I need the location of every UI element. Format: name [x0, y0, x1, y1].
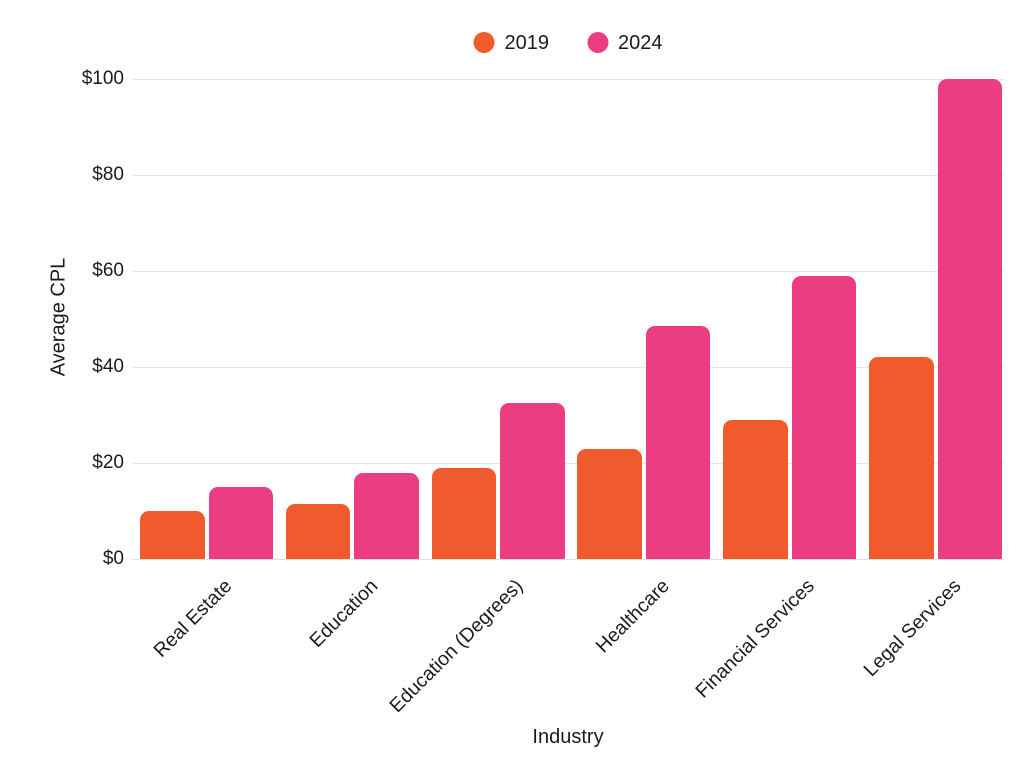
bar-2019-education — [285, 503, 351, 559]
legend-swatch-2019-icon — [473, 32, 495, 53]
legend-label: 2019 — [504, 31, 550, 54]
gridline — [133, 174, 1004, 176]
y-tick-label: $40 — [92, 356, 124, 377]
bar-2024-financial-services — [791, 275, 857, 559]
legend-item-2024: 2024 — [587, 32, 663, 53]
bar-2019-education-degrees — [431, 467, 497, 559]
bar-2019-healthcare — [577, 448, 642, 559]
x-tick-label-education: Education — [304, 575, 382, 652]
chart-legend: 2019 2024 — [473, 31, 663, 54]
x-axis-title: Industry — [532, 726, 604, 748]
bar-2019-real-estate — [140, 511, 205, 559]
plot-area: Real Estate Education Education (Degrees) H… — [133, 78, 1004, 717]
y-tick-label: $80 — [92, 164, 124, 185]
bar-2024-healthcare — [645, 326, 711, 559]
legend-swatch-2024-icon — [587, 32, 608, 53]
bar-2019-financial-services — [723, 419, 788, 559]
bar-2024-real-estate — [208, 487, 273, 559]
x-tick-label-education-degrees: Education (Degrees) — [385, 575, 528, 718]
bar-2019-legal-services — [869, 357, 934, 559]
x-tick-label-real-estate: Real Estate — [149, 575, 237, 662]
gridline — [133, 366, 1004, 368]
y-tick-label: $0 — [102, 548, 124, 569]
legend-item-2019: 2019 — [473, 31, 550, 54]
y-tick-label: $20 — [92, 452, 124, 473]
gridline — [133, 462, 1004, 464]
bar-2024-education — [354, 472, 419, 559]
x-tick-label-financial-services: Financial Services — [691, 575, 820, 703]
y-tick-label: $60 — [92, 260, 124, 281]
x-tick-label-legal-services: Legal Services — [859, 575, 966, 681]
gridline — [133, 270, 1004, 272]
gridline — [133, 78, 1004, 80]
x-tick-label-healthcare: Healthcare — [591, 575, 674, 658]
y-tick-label: $100 — [81, 68, 124, 89]
gridline — [133, 558, 1004, 560]
legend-label: 2024 — [618, 31, 663, 54]
bar-2024-legal-services — [937, 79, 1002, 559]
bar-2024-education-degrees — [500, 403, 565, 559]
